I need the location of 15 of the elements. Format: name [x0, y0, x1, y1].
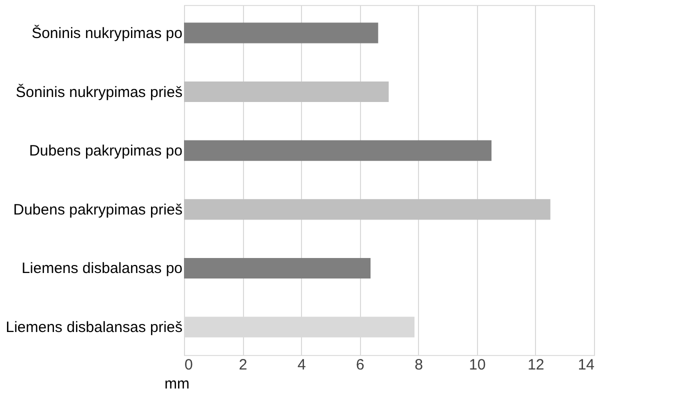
x-tick-label: 6 [356, 356, 364, 374]
x-tick-label: 10 [469, 356, 486, 374]
x-tick-label: 0 [184, 356, 193, 374]
y-tick-label: Liemens disbalansas prieš [6, 319, 182, 336]
x-tick-label: 14 [578, 356, 594, 374]
y-tick-label: Dubens pakrypimas po [29, 142, 182, 160]
x-tick-label: 8 [414, 356, 423, 374]
x-axis-title: mm [164, 376, 190, 392]
y-tick-label: Liemens disbalansas po [22, 260, 182, 278]
y-tick-label: Šoninis nukrypimas po [32, 24, 182, 42]
x-tick-label: 12 [528, 356, 544, 374]
y-tick-label: Dubens pakrypimas prieš [13, 201, 182, 218]
y-tick-label: Šoninis nukrypimas prieš [16, 82, 182, 101]
x-tick-label: 4 [297, 356, 306, 374]
x-tick-label: 2 [238, 356, 248, 374]
